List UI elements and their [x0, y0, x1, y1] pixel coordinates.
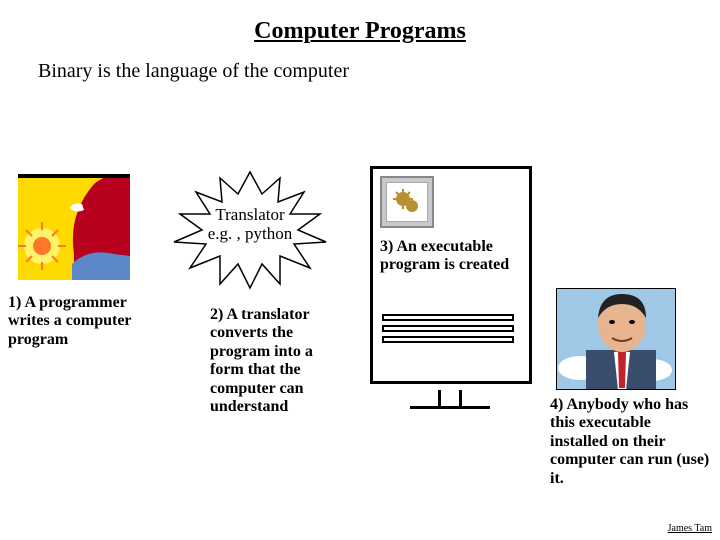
- author-footer: James Tam: [668, 523, 712, 534]
- step3-caption: 3) An executable program is created: [380, 238, 510, 275]
- page-title: Computer Programs: [0, 18, 720, 45]
- user-clipart: [556, 288, 676, 390]
- step1-caption: 1) A programmer writes a computer progra…: [8, 294, 158, 349]
- programmer-clipart: [18, 174, 130, 280]
- subtitle: Binary is the language of the computer: [38, 60, 349, 83]
- starburst-line1: Translator: [170, 206, 330, 225]
- executable-icon: [380, 176, 434, 228]
- step4-caption: 4) Anybody who has this executable insta…: [550, 396, 710, 488]
- computer-illustration: [370, 166, 532, 446]
- step2-caption: 2) A translator converts the program int…: [210, 306, 350, 416]
- translator-starburst: Translator e.g. , python: [170, 170, 330, 290]
- binary-lines: [382, 314, 514, 347]
- starburst-line2: e.g. , python: [170, 225, 330, 244]
